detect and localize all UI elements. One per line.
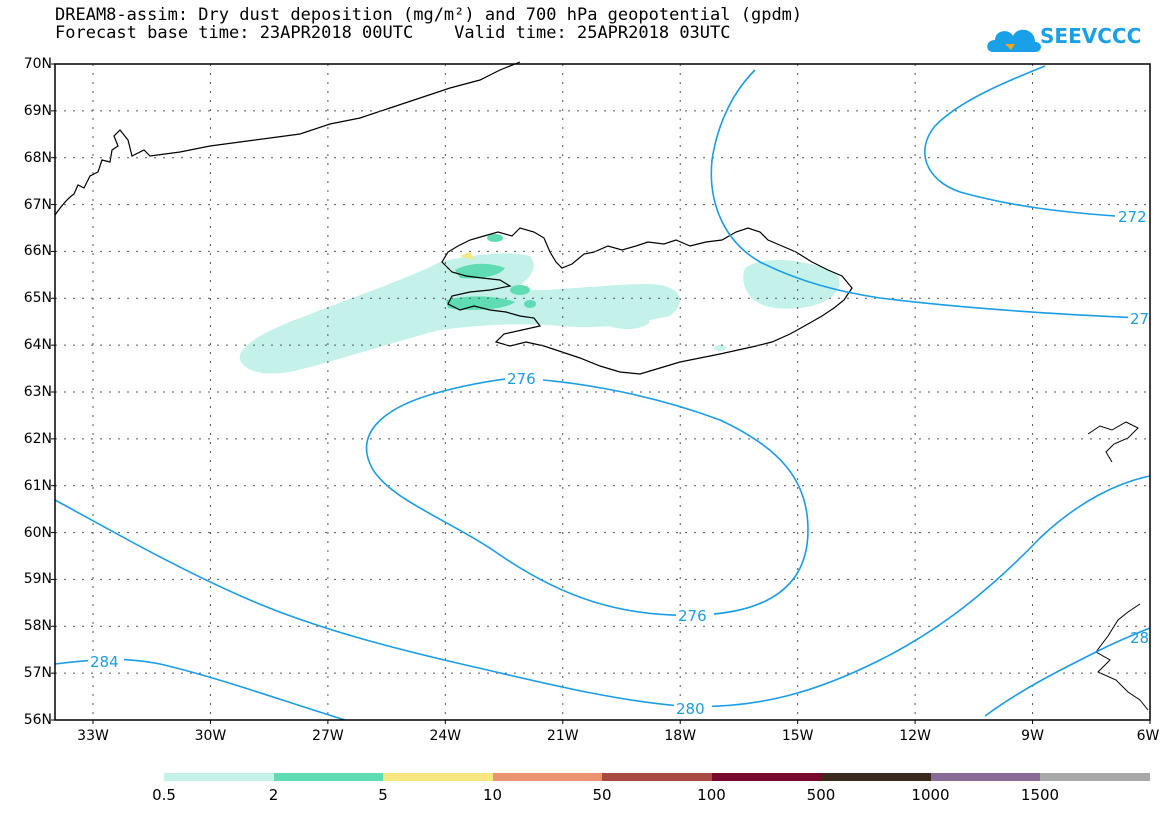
geopotential-contours [54, 65, 1151, 721]
latitude-label: 56N [23, 712, 52, 728]
colorbar-segment [930, 773, 1040, 781]
contour-27x [710, 69, 1141, 319]
colorbar-label: 100 [697, 786, 726, 804]
dust-deposition-high [446, 234, 536, 310]
colorbar-segment [711, 773, 821, 781]
graticule [55, 64, 1150, 720]
colorbar-label: 50 [592, 786, 612, 804]
contour-280 [54, 475, 1151, 708]
latitude-label: 64N [23, 337, 52, 354]
dust-deposition-area [239, 253, 840, 374]
latitude-label: 57N [23, 665, 52, 682]
map-subtitle: Forecast base time: 23APR2018 00UTC Vali… [55, 23, 731, 43]
latitude-label: 67N [23, 196, 52, 213]
contour-label: 272 [1118, 208, 1147, 226]
iceland-coastline [441, 227, 853, 375]
latitude-label: 62N [23, 430, 52, 447]
longitude-label: 15W [781, 728, 814, 744]
contour-272 [924, 65, 1116, 217]
colorbar-segment [492, 773, 602, 781]
latitude-label: 61N [23, 477, 52, 494]
cloud-icon [987, 29, 1041, 52]
scotland-coastline [1095, 603, 1149, 711]
colorbar-label: 0.5 [152, 786, 176, 804]
latitude-label: 59N [23, 571, 52, 588]
longitude-label: 18W [664, 728, 697, 744]
contour-28x [984, 627, 1151, 717]
latitude-label: 66N [23, 243, 52, 260]
axis-ticks [51, 63, 1151, 724]
colorbar-segment [821, 773, 931, 781]
contour-label: 28 [1130, 629, 1149, 647]
greenland-coastline [54, 61, 521, 216]
contour-label-group: 276 276 280 284 272 27 28 [88, 208, 1152, 718]
faroe-islands [1087, 421, 1139, 463]
colorbar-segment [602, 773, 712, 781]
longitude-label: 30W [194, 728, 227, 744]
colorbar-label: 1500 [1020, 786, 1060, 804]
contour-label: 27 [1130, 310, 1149, 328]
latitude-label: 68N [23, 149, 52, 166]
longitude-label: 6W [1136, 728, 1160, 744]
longitude-label: 21W [546, 728, 579, 744]
longitude-label: 12W [899, 728, 931, 744]
latitude-label: 69N [23, 102, 52, 119]
colorbar-label: 5 [378, 786, 388, 804]
latitude-label: 63N [23, 384, 52, 400]
colorbar-label: 1000 [911, 786, 950, 804]
longitude-label: 24W [429, 728, 462, 744]
latitude-label: 60N [23, 524, 52, 541]
dust-deposition-peak [460, 252, 474, 260]
contour-label: 280 [676, 700, 705, 718]
colorbar-segment [1040, 773, 1150, 781]
colorbar-segment [383, 773, 493, 781]
colorbar-label: 500 [806, 786, 836, 804]
longitude-label: 27W [312, 728, 344, 744]
longitude-label: 9W [1021, 728, 1044, 744]
latitude-label: 58N [23, 618, 52, 635]
latitude-label: 65N [23, 290, 52, 307]
colorbar-label: 10 [482, 786, 503, 804]
contour-label: 276 [507, 370, 536, 388]
colorbar-segment [164, 773, 274, 781]
contour-label: 276 [678, 607, 707, 625]
contour-label: 284 [90, 653, 119, 671]
map-title: DREAM8-assim: Dry dust deposition (mg/m²… [55, 5, 803, 25]
contour-276 [365, 377, 809, 617]
colorbar-segment [273, 773, 383, 781]
latitude-label: 70N [23, 56, 52, 72]
colorbar-label: 2 [268, 786, 279, 804]
logo-text: SEEVCCC [1040, 24, 1142, 48]
longitude-label: 33W [77, 728, 109, 744]
map-frame [54, 63, 1151, 721]
